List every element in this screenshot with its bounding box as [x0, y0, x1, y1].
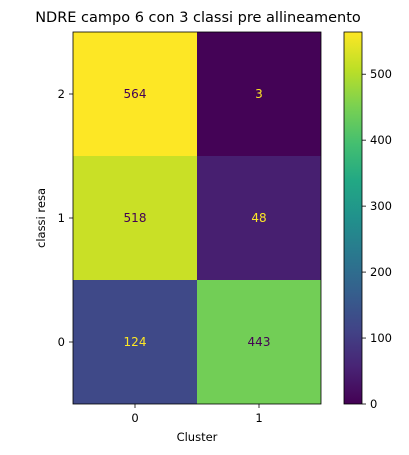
- heatmap-cell: [73, 156, 197, 280]
- heatmap-cell: [197, 32, 321, 156]
- y-tick-label: 1: [58, 211, 65, 225]
- heatmap-cell: [197, 280, 321, 404]
- cell-value-label: 443: [248, 335, 271, 349]
- x-tick-label: 0: [131, 411, 138, 425]
- colorbar-tick-label: 0: [370, 397, 377, 411]
- cell-value-label: 3: [255, 87, 263, 101]
- colorbar-tick-label: 400: [370, 133, 392, 147]
- x-tick-label: 1: [255, 411, 262, 425]
- colorbar-tick-label: 100: [370, 331, 392, 345]
- colorbar: [343, 31, 363, 405]
- cell-value-label: 564: [124, 87, 147, 101]
- heatmap-cell-labels: 564 3 518 48 124 443: [124, 87, 271, 349]
- x-axis-label: Cluster: [177, 430, 218, 444]
- heatmap-cell: [73, 32, 197, 156]
- heatmap-cells: [73, 32, 321, 404]
- y-tick-label: 2: [58, 87, 65, 101]
- heatmap-cell: [73, 280, 197, 404]
- cell-value-label: 48: [251, 211, 266, 225]
- y-axis-ticks: 2 1 0: [58, 87, 73, 349]
- colorbar-ticks: 0 100 200 300 400 500: [362, 67, 392, 411]
- chart-title: NDRE campo 6 con 3 classi pre allineamen…: [35, 10, 361, 26]
- cell-value-label: 518: [124, 211, 147, 225]
- colorbar-tick-label: 300: [370, 199, 392, 213]
- heatmap-cell: [197, 156, 321, 280]
- cell-value-label: 124: [124, 335, 147, 349]
- y-axis-label: classi resa: [34, 188, 48, 248]
- colorbar-tick-label: 200: [370, 265, 392, 279]
- colorbar-tick-label: 500: [370, 67, 392, 81]
- y-tick-label: 0: [58, 335, 65, 349]
